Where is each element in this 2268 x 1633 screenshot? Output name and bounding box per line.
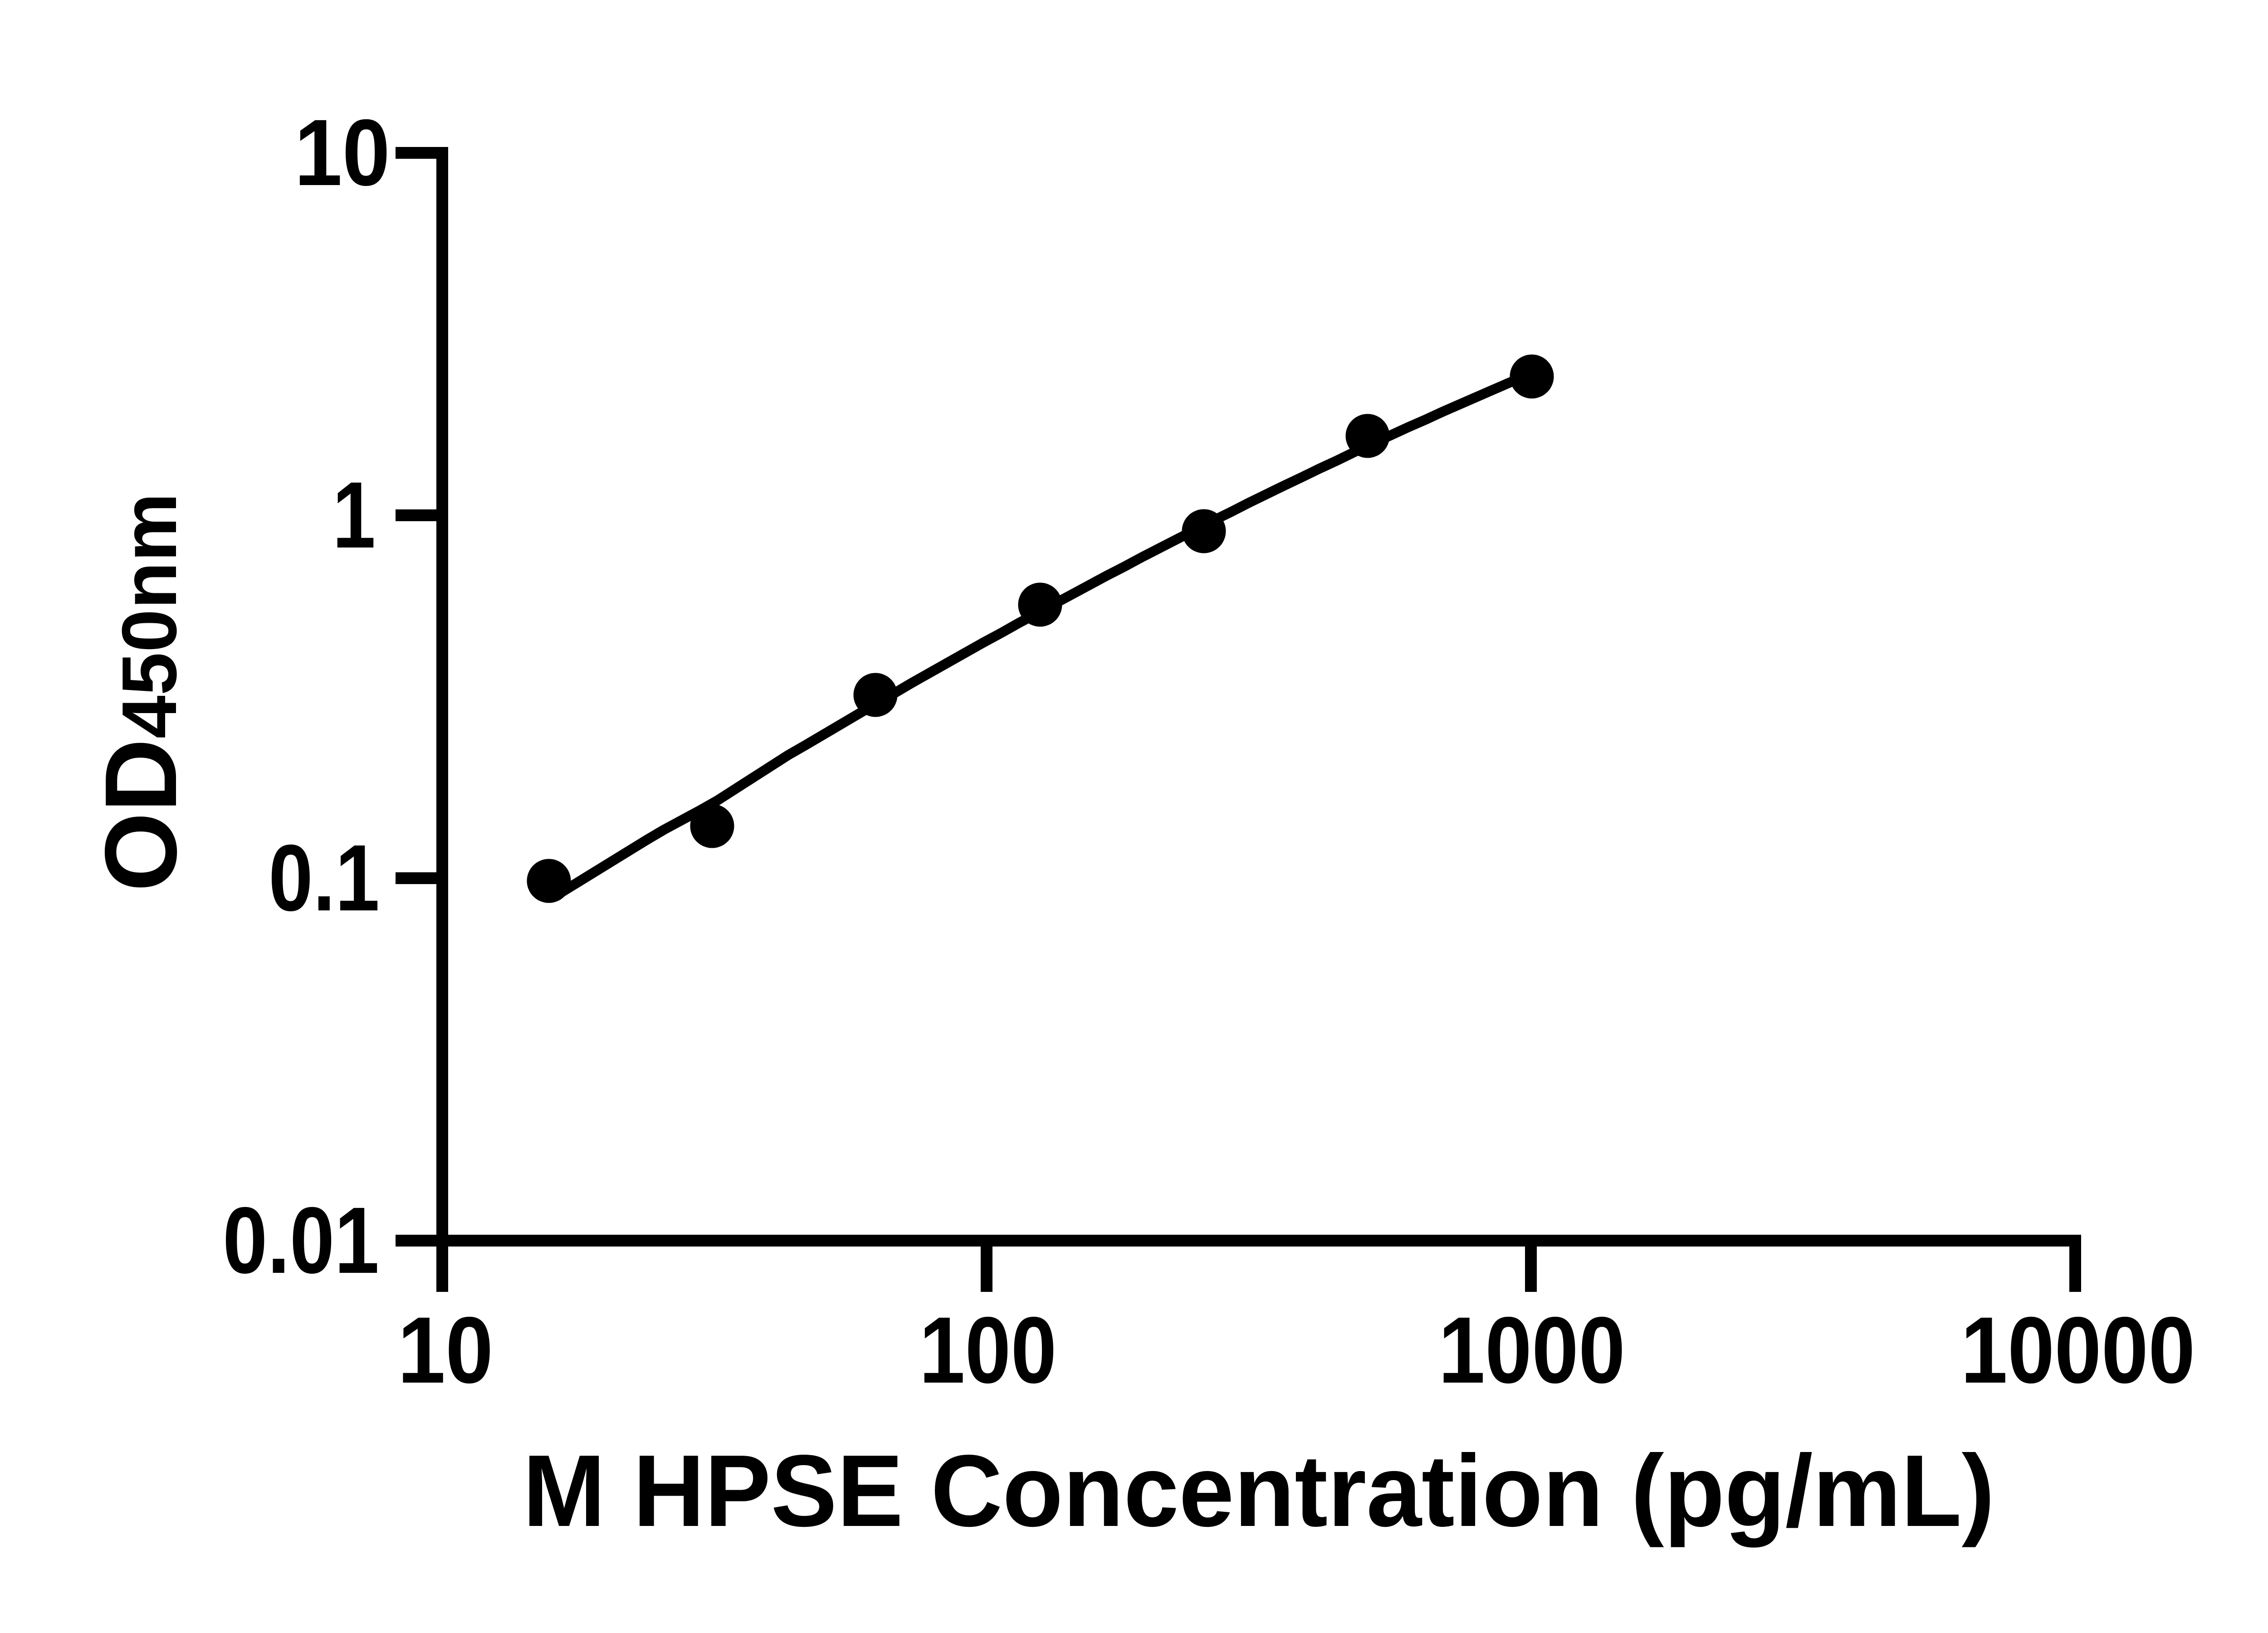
svg-text:1000: 1000 xyxy=(1438,1298,1625,1403)
svg-text:100: 100 xyxy=(919,1298,1057,1403)
svg-text:10: 10 xyxy=(294,100,390,205)
svg-text:10: 10 xyxy=(398,1298,494,1403)
svg-text:0.01: 0.01 xyxy=(223,1188,379,1293)
svg-text:OD450nm: OD450nm xyxy=(83,493,198,891)
svg-text:0.1: 0.1 xyxy=(269,826,380,931)
svg-text:M HPSE Concentration (pg/mL): M HPSE Concentration (pg/mL) xyxy=(523,1433,1995,1548)
svg-text:10000: 10000 xyxy=(1961,1298,2195,1403)
svg-text:1: 1 xyxy=(332,463,376,568)
